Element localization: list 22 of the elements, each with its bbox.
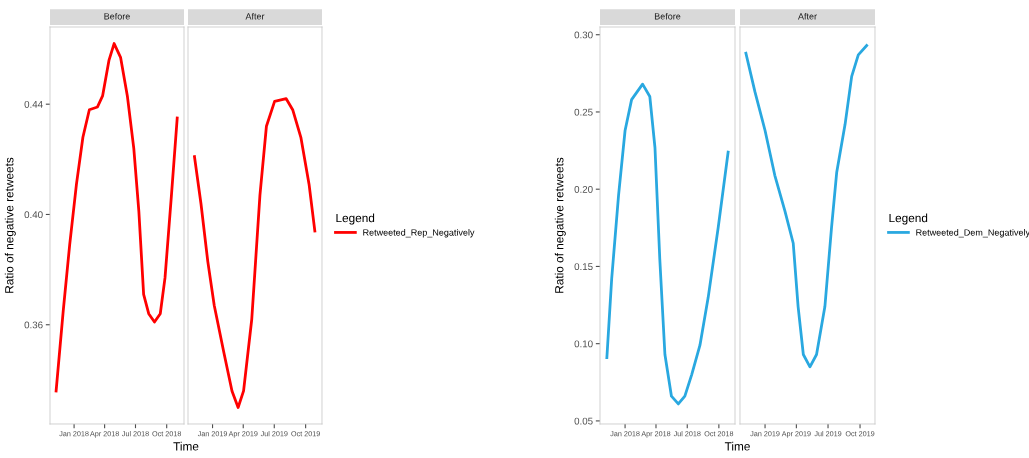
y-tick-label: 0.10	[574, 340, 593, 348]
chart-title: Before	[104, 12, 130, 20]
line-series	[605, 82, 730, 406]
chart-title: After	[245, 12, 265, 20]
y-tick-label: 0.20	[574, 185, 593, 193]
y-tick-label: 0.30	[574, 31, 593, 39]
y-axis-title: Ratio of negative retweets	[554, 157, 566, 293]
chart-title: Before	[654, 12, 681, 20]
chart-title: After	[797, 12, 817, 20]
y-tick-label: 0.44	[24, 100, 43, 108]
x-axis-title: Time	[173, 441, 199, 451]
y-tick-label: 0.36	[24, 321, 43, 329]
legend-title: Legend	[889, 213, 928, 225]
y-axis-title: Ratio of negative retweets	[4, 157, 16, 293]
legend-title: Legend	[336, 213, 375, 225]
y-tick-label: 0.40	[24, 211, 43, 219]
y-tick-label: 0.05	[574, 417, 593, 425]
x-axis-title: Time	[724, 441, 750, 451]
line-series	[54, 42, 179, 393]
y-tick-label: 0.25	[574, 108, 593, 116]
y-tick-label: 0.15	[574, 263, 593, 271]
legend-label: Retweeted_Rep_Negatively	[363, 229, 475, 238]
